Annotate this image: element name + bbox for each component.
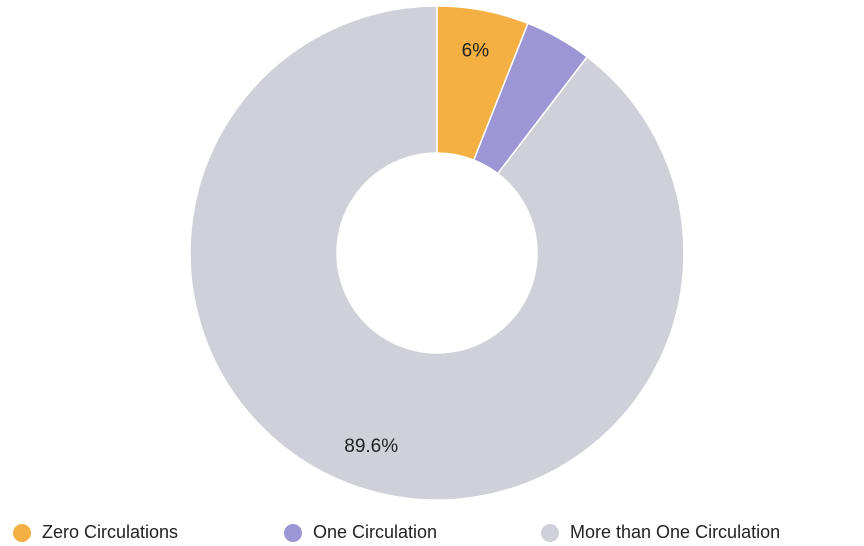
slice-label: 6% [462, 41, 490, 62]
legend-label: Zero Circulations [42, 522, 178, 542]
slice-label: 89.6% [344, 436, 398, 457]
legend-swatch [541, 524, 559, 542]
legend-swatch [13, 524, 31, 542]
slice [189, 5, 685, 501]
legend-swatch [284, 524, 302, 542]
legend-label: One Circulation [313, 522, 437, 542]
legend-label: More than One Circulation [570, 522, 780, 542]
